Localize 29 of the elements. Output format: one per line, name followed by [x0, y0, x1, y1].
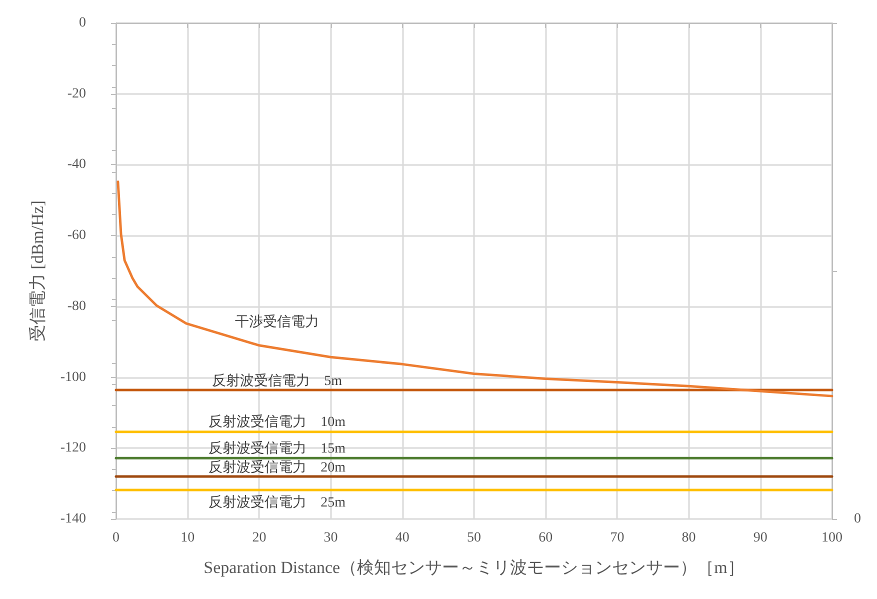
y-tick-label: -20 [67, 86, 86, 102]
line-series [116, 180, 834, 398]
x-tick-label: 70 [610, 530, 624, 546]
x-tick-label: 80 [682, 530, 696, 546]
x-tick-label: 0 [112, 530, 120, 546]
y-tick-label: 0 [79, 16, 86, 30]
x-tick-label: 20 [252, 530, 266, 546]
series-label: 干渉受信電力 [235, 314, 320, 330]
y-tick-label: -40 [67, 157, 86, 172]
y-tick-label: -100 [60, 370, 86, 385]
series-label: 反射波受信電力 25m [208, 494, 346, 511]
x-axis-title: Separation Distance（検知センサー～ミリ波モーションセンサー）［m］ [204, 558, 744, 577]
x-tick-label: 10 [180, 530, 195, 546]
series-label: 反射波受信電力 10m [208, 414, 346, 430]
x-tick-label: 50 [467, 530, 481, 546]
y-tick-label: -120 [60, 440, 86, 456]
x-tick-label: 60 [538, 530, 553, 546]
x-tick-label: 40 [395, 530, 410, 546]
y-tick-label: -60 [67, 228, 86, 244]
x-tick-label: 100 [822, 530, 842, 546]
series-label: 反射波受信電力 20m [208, 459, 346, 476]
text: 0 [854, 512, 861, 526]
y-axis-title: 受信電力 [dBm/Hz] [28, 200, 47, 342]
series-label: 反射波受信電力 5m [212, 373, 342, 390]
y-tick-label: -140 [60, 512, 86, 526]
x-tick-label: 30 [324, 530, 338, 546]
y-tick-label: -80 [67, 298, 86, 314]
series-label: 反射波受信電力 15m [208, 440, 346, 456]
x-tick-label: 90 [753, 530, 768, 546]
